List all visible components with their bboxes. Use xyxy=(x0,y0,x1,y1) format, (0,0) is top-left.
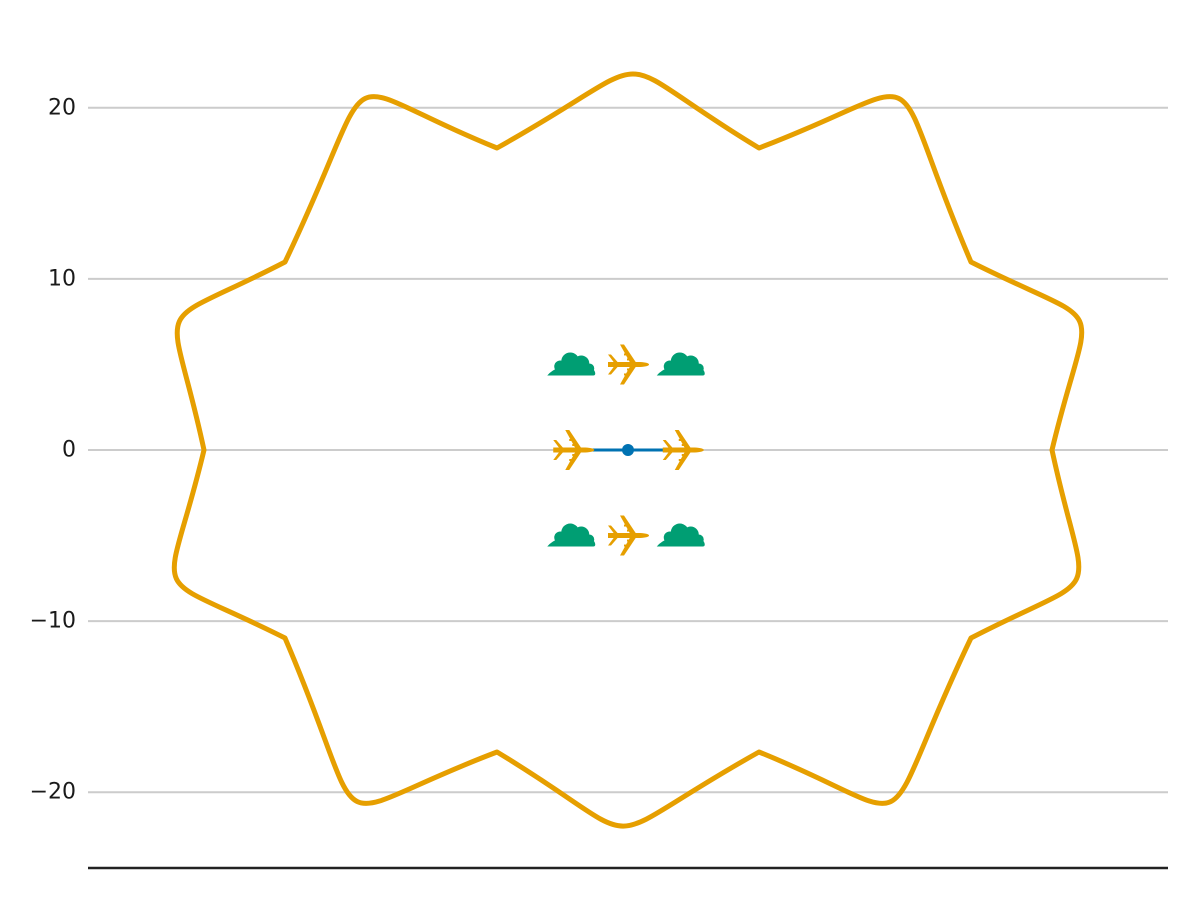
cloud-icon xyxy=(656,352,705,376)
cloud-outline-icon xyxy=(171,71,1085,829)
cloud-icon xyxy=(547,352,596,376)
airplane-icon xyxy=(553,430,595,470)
y-tick-label: 20 xyxy=(48,95,76,120)
y-tick-label: 0 xyxy=(62,438,76,463)
y-tick-label: 10 xyxy=(48,266,76,291)
airplane-icon xyxy=(608,344,649,385)
y-tick-label: −10 xyxy=(30,609,76,634)
y-tick-label: −20 xyxy=(30,780,76,805)
airplane-icon xyxy=(662,430,704,470)
cloud-icon xyxy=(656,523,705,547)
cloud-icon xyxy=(547,523,596,547)
data-point xyxy=(622,444,634,456)
airplane-icon xyxy=(608,515,649,556)
